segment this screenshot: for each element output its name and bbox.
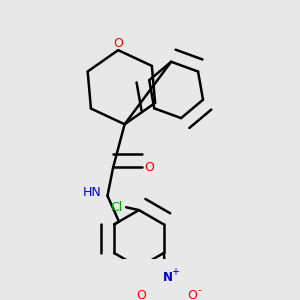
Text: +: + — [171, 268, 179, 278]
Text: N: N — [163, 271, 173, 284]
Text: O: O — [188, 290, 197, 300]
Text: -: - — [197, 285, 202, 295]
Text: Cl: Cl — [110, 201, 122, 214]
Text: HN: HN — [82, 186, 101, 200]
Text: O: O — [113, 37, 123, 50]
Text: O: O — [144, 161, 154, 174]
Text: O: O — [136, 290, 146, 300]
